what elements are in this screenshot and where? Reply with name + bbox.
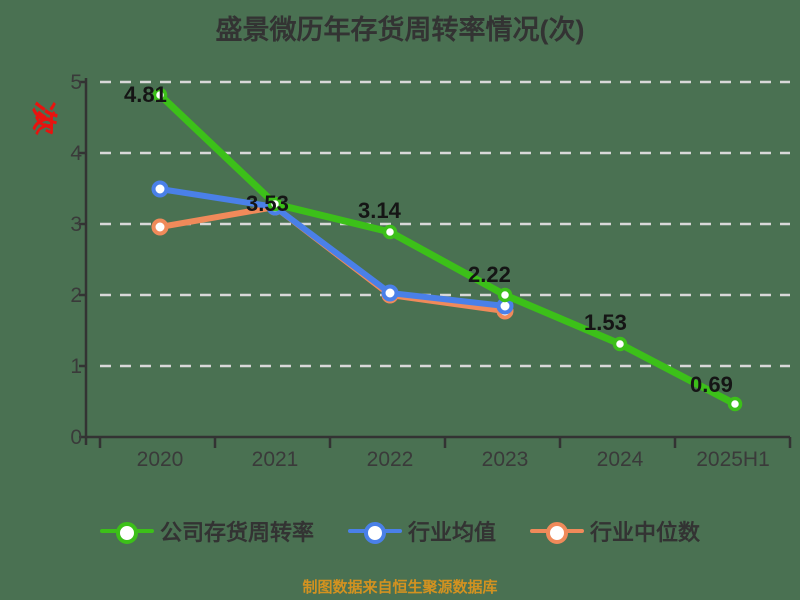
legend-label-industry-median: 行业中位数 xyxy=(590,520,701,545)
legend-item-company[interactable]: 公司存货周转率 xyxy=(99,515,314,547)
x-tick-2023: 2023 xyxy=(481,448,529,471)
legend-marker-industry-mean-icon xyxy=(347,520,402,544)
plot-area xyxy=(79,78,792,448)
y-tick-1: 1 xyxy=(70,355,82,378)
legend-item-industry-mean[interactable]: 行业均值 xyxy=(347,515,496,547)
chart-legend: 公司存货周转率 行业均值 行业中位数 xyxy=(0,515,800,547)
data-label-2023: 2.22 xyxy=(468,262,511,287)
legend-label-company: 公司存货周转率 xyxy=(159,520,314,545)
legend-marker-industry-median-icon xyxy=(530,520,584,544)
legend-item-industry-median[interactable]: 行业中位数 xyxy=(530,515,700,547)
legend-marker-company-icon xyxy=(99,520,154,544)
axis-lines xyxy=(79,78,792,448)
data-label-2020: 4.81 xyxy=(124,82,167,107)
page-title: 盛景微历年存货周转率情况(次) xyxy=(215,15,585,45)
data-label-2022: 3.14 xyxy=(358,198,401,223)
y-tick-0: 0 xyxy=(70,426,82,449)
series-industry-mean xyxy=(151,180,514,315)
series-company-turnover xyxy=(152,87,743,412)
y-tick-5: 5 xyxy=(70,71,82,94)
y-tick-2: 2 xyxy=(70,284,82,307)
gridlines xyxy=(100,80,790,368)
x-tick-2025h1: 2025H1 xyxy=(696,448,770,471)
y-tick-4: 4 xyxy=(70,142,82,165)
y-tick-3: 3 xyxy=(70,213,82,236)
data-label-2025h1: 0.69 xyxy=(690,372,733,397)
x-tick-2020: 2020 xyxy=(136,448,184,471)
data-label-2024: 1.53 xyxy=(584,310,627,335)
legend-label-industry-mean: 行业均值 xyxy=(407,520,496,545)
data-label-2021: 3.53 xyxy=(246,191,289,216)
source-note: 制图数据来自恒生聚源数据库 xyxy=(302,579,498,596)
x-tick-2024: 2024 xyxy=(596,448,644,471)
x-tick-2021: 2021 xyxy=(251,448,299,471)
x-tick-2022: 2022 xyxy=(366,448,414,471)
